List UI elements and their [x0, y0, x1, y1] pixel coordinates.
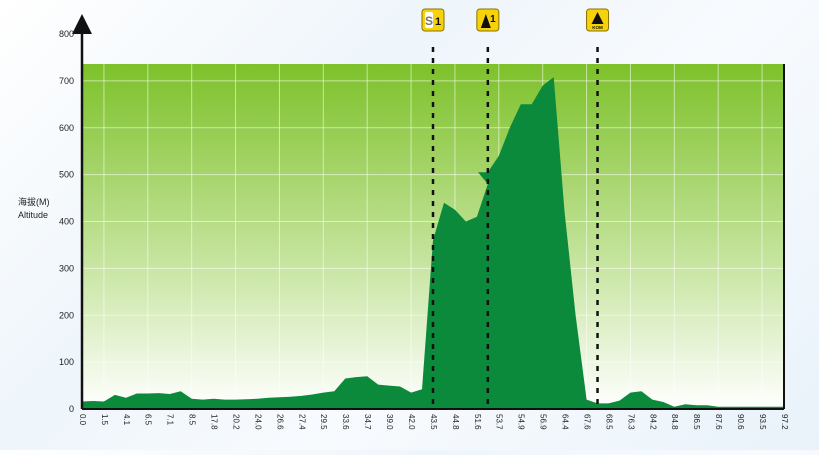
sprint-icon	[425, 12, 433, 28]
x-tick-label: 64.4	[561, 414, 570, 430]
x-tick-label: 56.9	[539, 414, 548, 430]
marker-label: 1	[490, 14, 496, 25]
y-tick-label: 700	[59, 76, 74, 86]
x-tick-label: 54.9	[517, 414, 526, 430]
x-tick-label: 33.6	[341, 414, 350, 430]
x-tick-label: 17.8	[210, 414, 219, 430]
y-tick-label: 800	[59, 29, 74, 39]
y-tick-label: 100	[59, 357, 74, 367]
x-tick-label: 42.0	[407, 414, 416, 430]
x-tick-label: 44.8	[451, 414, 460, 430]
x-tick-label: 51.6	[473, 414, 482, 430]
y-tick-label: 300	[59, 263, 74, 273]
x-tick-label: 26.6	[275, 414, 284, 430]
y-axis-label-cn: 海拔(M)	[18, 197, 50, 207]
x-tick-label: 0.0	[78, 414, 87, 426]
tick-labels: 0 100 200 300 400 500 600 700 800 0.0 1.5 4.1 6.5 7.1…	[59, 29, 789, 430]
x-tick-label: 86.5	[692, 414, 701, 430]
x-tick-label: 90.6	[736, 414, 745, 430]
x-tick-label: 8.5	[188, 414, 197, 426]
y-tick-label: 400	[59, 217, 74, 227]
marker-label: 1	[435, 16, 441, 28]
elevation-area	[82, 77, 784, 409]
x-tick-label: 68.5	[604, 414, 613, 430]
x-tick-label: 6.5	[144, 414, 153, 426]
x-tick-label: 39.0	[385, 414, 394, 430]
x-tick-label: 97.2	[780, 414, 789, 430]
x-tick-label: 7.1	[166, 414, 175, 426]
x-tick-label: 67.6	[582, 414, 591, 430]
marker-badge-kom-finish: KOM	[586, 8, 610, 32]
x-tick-label: 53.7	[495, 414, 504, 430]
marker-badge-climb-cat-1: 1	[476, 8, 500, 32]
x-tick-label: 43.5	[429, 414, 438, 430]
x-tick-label: 4.1	[122, 414, 131, 426]
y-axis-label: 海拔(M) Altitude	[18, 196, 50, 222]
x-tick-label: 24.0	[253, 414, 262, 430]
y-axis-arrow	[72, 14, 92, 34]
mountain-icon	[480, 14, 491, 28]
x-tick-label: 34.7	[363, 414, 372, 430]
axes	[72, 14, 785, 410]
x-tick-label: 1.5	[100, 414, 109, 426]
marker-label: KOM	[592, 25, 603, 30]
x-tick-label: 27.4	[297, 414, 306, 430]
x-tick-label: 84.8	[670, 414, 679, 430]
y-axis-label-en: Altitude	[18, 210, 49, 220]
x-tick-label: 93.5	[758, 414, 767, 430]
sprint-s-glyph: S	[425, 14, 433, 28]
area-layer	[82, 77, 784, 409]
y-tick-label: 0	[69, 404, 74, 414]
x-tick-label: 76.3	[626, 414, 635, 430]
x-tick-label: 29.5	[319, 414, 328, 430]
y-tick-label: 600	[59, 123, 74, 133]
y-tick-label: 200	[59, 310, 74, 320]
x-tick-label: 84.2	[648, 414, 657, 430]
mountain-icon	[591, 12, 604, 24]
y-tick-label: 500	[59, 170, 74, 180]
x-tick-label: 87.6	[714, 414, 723, 430]
x-tick-label: 20.2	[231, 414, 240, 430]
